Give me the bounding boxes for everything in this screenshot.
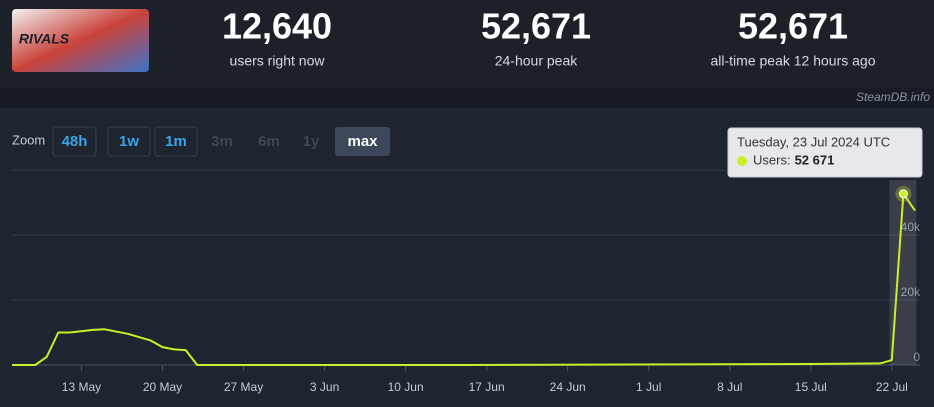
zoom-button-label[interactable]: 1w bbox=[119, 133, 139, 150]
stat-value: 52,671 bbox=[481, 6, 591, 47]
x-tick-label: 22 Jul bbox=[876, 380, 908, 394]
zoom-button-label[interactable]: 1m bbox=[165, 133, 187, 150]
zoom-button[interactable] bbox=[52, 126, 97, 157]
zoom-button-label: 1y bbox=[303, 133, 320, 150]
x-tick-label: 20 May bbox=[143, 380, 182, 394]
hover-point bbox=[898, 189, 908, 199]
x-tick-label: 27 May bbox=[224, 380, 263, 394]
stat-value: 12,640 bbox=[222, 6, 332, 47]
zoom-button[interactable] bbox=[335, 127, 390, 156]
stats: 12,640 users right now 52,671 24-hour peak 5… bbox=[222, 6, 876, 69]
stat-label: users right now bbox=[230, 53, 326, 69]
stat-label: all-time peak 12 hours ago bbox=[711, 53, 876, 69]
tooltip-swatch bbox=[737, 156, 747, 166]
zoom-button[interactable] bbox=[154, 126, 198, 157]
game-logo[interactable] bbox=[12, 9, 149, 72]
x-tick-label: 10 Jun bbox=[388, 380, 424, 394]
tooltip bbox=[727, 127, 923, 178]
tooltip-title: Tuesday, 23 Jul 2024 UTC bbox=[737, 134, 890, 149]
zoom-buttons: 48h 1w 1m 3m 6m 1y max bbox=[52, 126, 390, 157]
y-tick-label: 0 bbox=[913, 350, 920, 364]
zoom-button-label[interactable]: 48h bbox=[62, 133, 88, 150]
logo-text: RIVALS bbox=[19, 31, 70, 47]
plot: 0 20k 40k 13 May 20 May 27 May 3 Jun 10 Jun 17 J… bbox=[12, 127, 923, 394]
tooltip-value: 52 671 bbox=[795, 152, 835, 167]
x-tick-label: 1 Jul bbox=[636, 380, 661, 394]
x-tick-label: 15 Jul bbox=[795, 380, 827, 394]
x-tick-label: 24 Jun bbox=[550, 380, 586, 394]
zoom-button-label: 6m bbox=[258, 133, 280, 150]
x-tick-label: 8 Jul bbox=[717, 380, 742, 394]
source[interactable]: SteamDB.info bbox=[856, 90, 930, 104]
tooltip-label: Users: bbox=[753, 152, 791, 167]
stat-value: 52,671 bbox=[738, 6, 848, 47]
y-tick-label: 20k bbox=[901, 285, 921, 299]
zoom-label: Zoom bbox=[12, 132, 45, 147]
zoom-button-label: 3m bbox=[211, 133, 233, 150]
x-tick-label: 13 May bbox=[62, 380, 101, 394]
zoom-button-label[interactable]: max bbox=[347, 133, 378, 150]
zoom-button[interactable] bbox=[107, 126, 151, 157]
x-tick-label: 3 Jun bbox=[310, 380, 339, 394]
users-line bbox=[12, 192, 916, 366]
source-bar bbox=[0, 88, 934, 108]
x-tick-label: 17 Jun bbox=[469, 380, 505, 394]
y-tick-label: 40k bbox=[901, 220, 921, 234]
stat-label: 24-hour peak bbox=[495, 53, 579, 69]
header-bg bbox=[0, 0, 934, 88]
